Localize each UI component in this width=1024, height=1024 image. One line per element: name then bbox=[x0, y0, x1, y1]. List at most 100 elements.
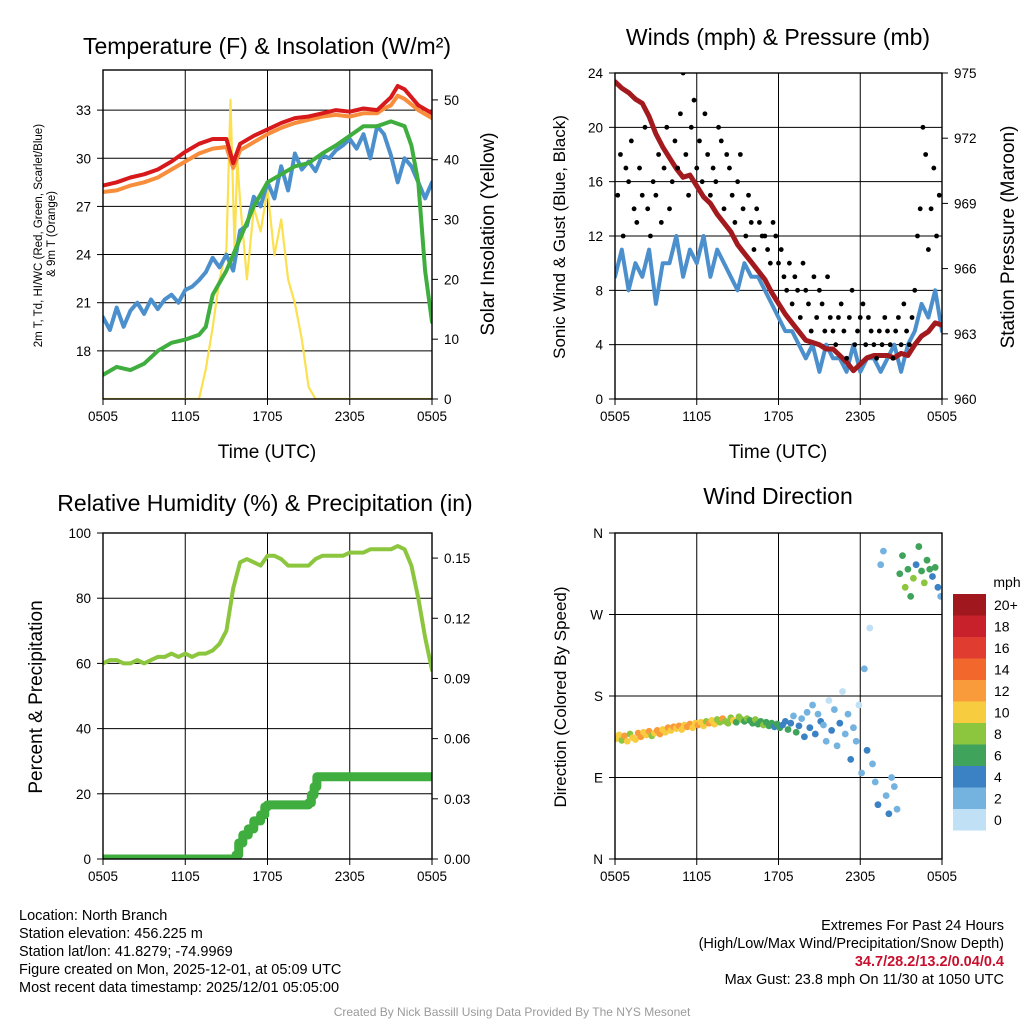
gust-point bbox=[901, 301, 907, 307]
gust-point bbox=[688, 124, 694, 130]
wind-direction-point bbox=[839, 688, 846, 695]
gust-point bbox=[893, 328, 899, 334]
wind-ytick-label: 12 bbox=[588, 229, 603, 244]
temp-ytick-label: 30 bbox=[76, 151, 91, 166]
wind-direction-point bbox=[918, 567, 925, 575]
gust-point bbox=[642, 124, 648, 130]
wind-direction-point bbox=[890, 783, 898, 790]
rh-ytick-label: 100 bbox=[68, 526, 91, 541]
temp-ylabel-left: 2m T, Td, HI/WC (Red, Green, Scarlet/Blu… bbox=[33, 121, 58, 347]
gust-point bbox=[721, 206, 727, 212]
dir-xtick-label: 0505 bbox=[600, 869, 630, 884]
wind-direction-point bbox=[907, 592, 915, 600]
rh-xtick-label: 0505 bbox=[88, 869, 118, 884]
rh-y2tick-label: 0.00 bbox=[444, 852, 470, 867]
gust-point bbox=[667, 206, 672, 212]
rh-ytick-label: 20 bbox=[76, 787, 91, 802]
gust-point bbox=[838, 301, 844, 307]
gust-point bbox=[803, 287, 809, 293]
wind-ylabel-right: Station Pressure (Maroon) bbox=[998, 126, 1019, 349]
gust-point bbox=[773, 233, 779, 239]
dir-ytick-label: S bbox=[594, 689, 603, 704]
rh-ylabel-left: Percent & Precipitation bbox=[26, 600, 47, 793]
gust-point bbox=[923, 152, 929, 157]
gust-point bbox=[751, 247, 757, 252]
wind-direction-point bbox=[724, 719, 732, 727]
wind-direction-point bbox=[621, 732, 628, 740]
temp-y2tick-label: 50 bbox=[444, 93, 459, 108]
rh-title: Relative Humidity (%) & Precipitation (i… bbox=[57, 490, 472, 516]
wind-title: Winds (mph) & Pressure (mb) bbox=[626, 24, 930, 50]
gust-point bbox=[890, 355, 896, 361]
wind-direction-point bbox=[934, 583, 942, 591]
temp-ytick-label: 24 bbox=[76, 248, 92, 263]
extremes-title: Extremes For Past 24 Hours bbox=[821, 918, 1004, 934]
gust-point bbox=[846, 315, 852, 320]
wind-direction-point bbox=[798, 715, 806, 723]
temp-series-layer bbox=[103, 84, 432, 399]
extremes-box: Extremes For Past 24 Hours (High/Low/Max… bbox=[699, 917, 1004, 989]
wind-direction-point bbox=[931, 564, 939, 571]
speed-legend: 20+ 18 16 14 12 10 8 6 4 2 0 bbox=[953, 594, 1018, 831]
temp-ytick-label: 18 bbox=[76, 344, 91, 359]
recent-timestamp: Most recent data timestamp: 2025/12/01 0… bbox=[19, 980, 340, 996]
rh-ytick-label: 80 bbox=[76, 591, 91, 606]
gust-point bbox=[795, 287, 800, 293]
wind-direction-point bbox=[904, 565, 912, 573]
temp-series-2m-td bbox=[103, 119, 432, 377]
gust-point bbox=[849, 287, 855, 293]
wind-direction-point bbox=[784, 726, 792, 733]
gust-point bbox=[917, 206, 923, 212]
wind-direction-point bbox=[833, 742, 841, 750]
wind-direction-point bbox=[923, 556, 931, 564]
gust-point bbox=[825, 274, 830, 280]
gust-point bbox=[637, 165, 642, 171]
gust-point bbox=[928, 206, 934, 212]
gust-point bbox=[822, 328, 828, 334]
wind-direction-point bbox=[866, 624, 874, 632]
temp-title-main: Temperature (F) & Insolation (W/m²) bbox=[83, 33, 451, 59]
dir-legend-title: mph bbox=[993, 574, 1020, 590]
gust-point bbox=[767, 260, 773, 266]
gust-point bbox=[615, 192, 621, 198]
gust-point bbox=[631, 206, 637, 212]
temp-y2tick-label: 30 bbox=[444, 213, 459, 228]
legend-swatch bbox=[953, 615, 986, 637]
gust-point bbox=[718, 138, 724, 144]
wind-xtick-label: 2305 bbox=[845, 409, 875, 424]
gust-point bbox=[737, 152, 743, 157]
gust-point bbox=[626, 179, 632, 185]
wind-series-sonic-wind bbox=[615, 234, 942, 374]
gust-point bbox=[836, 315, 841, 320]
wind-direction-point bbox=[790, 712, 797, 720]
gust-point bbox=[748, 220, 754, 225]
gust-point bbox=[639, 192, 645, 198]
legend-swatch bbox=[953, 680, 986, 702]
wind-direction-point bbox=[874, 801, 882, 809]
temp-series-9m-t bbox=[103, 93, 432, 194]
gust-point bbox=[678, 111, 683, 117]
wind-ytick-label: 16 bbox=[588, 175, 603, 190]
gust-point bbox=[686, 192, 691, 198]
gust-point bbox=[778, 247, 784, 252]
temp-title: Temperature (F) & Insolation (W/m²) bbox=[83, 33, 451, 59]
gust-point bbox=[852, 342, 858, 348]
legend-swatch bbox=[953, 594, 986, 616]
wind-direction-point bbox=[615, 731, 623, 739]
gust-point bbox=[776, 260, 781, 266]
gust-point bbox=[920, 124, 926, 130]
legend-swatch bbox=[953, 809, 986, 831]
gust-point bbox=[833, 342, 839, 348]
wind-direction-point bbox=[632, 736, 639, 743]
dir-plot-layer: 0505 1105 1705 2305 0505 N E S W N bbox=[590, 526, 957, 884]
credit-line: Created By Nick Bassill Using Data Provi… bbox=[333, 1005, 691, 1019]
rh-ytick-label: 0 bbox=[83, 852, 91, 867]
wind-direction-point bbox=[858, 769, 866, 777]
legend-label: 12 bbox=[994, 683, 1010, 699]
wind-direction-point bbox=[937, 592, 942, 600]
gust-point bbox=[770, 220, 776, 225]
gust-point bbox=[691, 97, 697, 103]
gust-point bbox=[898, 342, 904, 348]
wind-series-station-pressure bbox=[615, 79, 942, 374]
wind-direction-point bbox=[828, 727, 836, 734]
